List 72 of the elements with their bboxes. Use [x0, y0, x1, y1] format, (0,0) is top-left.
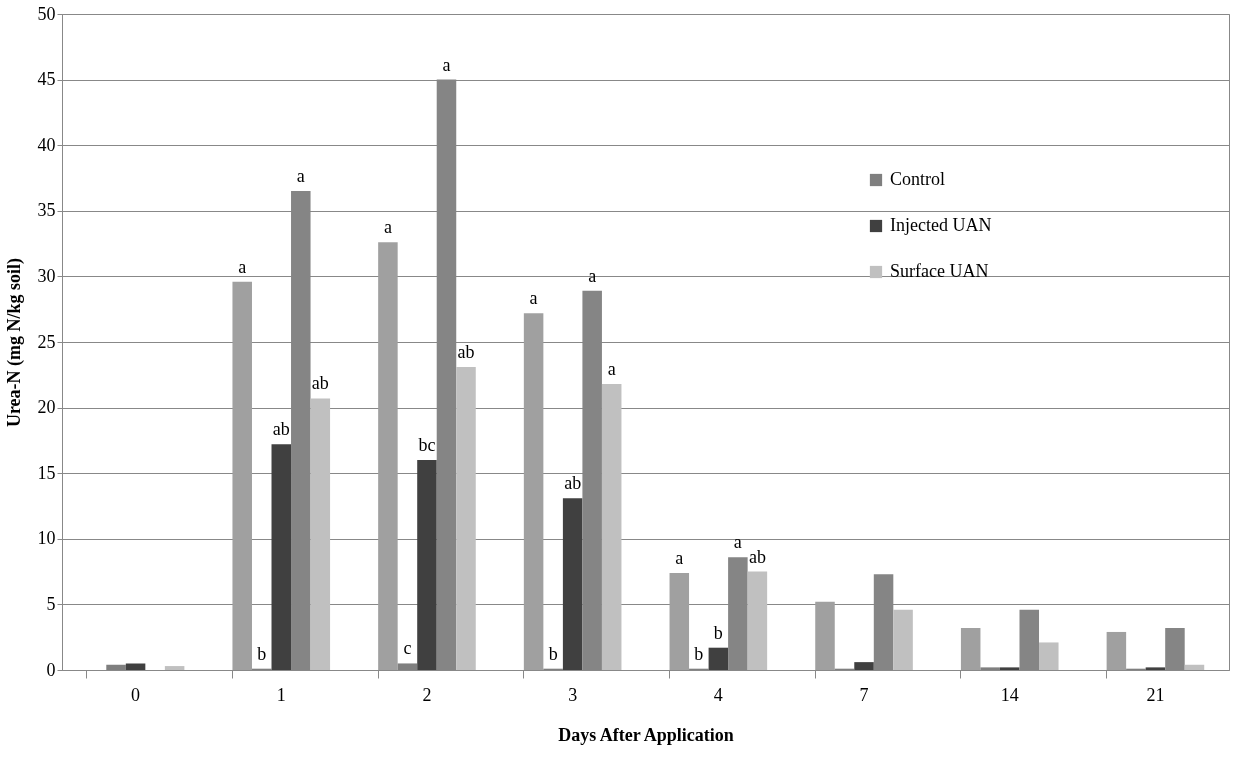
bar: [417, 460, 437, 670]
bar: [271, 444, 292, 670]
data-label: c: [403, 638, 412, 659]
bar: [106, 664, 126, 670]
bar: [164, 666, 185, 670]
legend-label: Injected UAN: [890, 215, 992, 235]
data-label: b: [713, 622, 723, 643]
bar: [747, 571, 768, 670]
bar: [1165, 628, 1185, 670]
y-tick-label: 40: [37, 134, 56, 155]
y-tick-label: 50: [37, 3, 56, 24]
bar: [854, 662, 874, 670]
data-label: ab: [311, 373, 329, 394]
bar: [815, 601, 835, 670]
bar: [1039, 642, 1059, 670]
y-tick-label: 45: [37, 69, 56, 90]
data-label: ab: [748, 546, 766, 567]
data-label: ab: [457, 341, 475, 362]
x-tick-label: 1: [276, 684, 286, 705]
y-tick-label: 5: [46, 593, 56, 614]
data-label: ab: [564, 473, 582, 494]
data-label: a: [442, 54, 451, 75]
y-tick-label: 15: [37, 462, 56, 483]
y-tick-label: 30: [37, 265, 56, 286]
data-label: a: [607, 358, 616, 379]
data-label: a: [588, 265, 597, 286]
data-label: a: [238, 256, 247, 277]
bar: [378, 242, 398, 670]
bar: [960, 628, 981, 670]
bar: [669, 572, 690, 670]
data-label: bc: [418, 435, 436, 456]
x-axis-title: Days After Application: [558, 724, 734, 745]
bar: [601, 383, 622, 670]
data-label: a: [383, 217, 392, 238]
data-label: a: [733, 532, 742, 553]
data-label: b: [548, 643, 558, 664]
y-axis-title: Urea-N (mg N/kg soil): [3, 257, 25, 428]
data-label: ab: [272, 419, 290, 440]
data-label: a: [296, 166, 305, 187]
x-tick-label: 14: [1000, 684, 1019, 705]
bar: [232, 281, 252, 670]
bar: [562, 498, 583, 670]
bar: [397, 663, 418, 670]
bar: [523, 313, 544, 670]
x-tick-label: 3: [568, 684, 578, 705]
bar: [456, 366, 476, 670]
y-tick-label: 0: [46, 659, 56, 680]
data-label: b: [694, 643, 704, 664]
x-tick-label: 4: [713, 684, 723, 705]
legend-label: Control: [890, 169, 946, 189]
x-tick-label: 0: [131, 684, 141, 705]
bar: [125, 663, 146, 670]
data-label: b: [257, 643, 267, 664]
bar: [999, 667, 1020, 670]
bar: [893, 609, 913, 670]
y-tick-label: 10: [37, 528, 56, 549]
legend-label: Surface UAN: [890, 261, 989, 281]
x-tick-label: 2: [422, 684, 432, 705]
y-tick-label: 20: [37, 397, 56, 418]
data-label: a: [675, 547, 684, 568]
bar: [1106, 631, 1127, 670]
bar: [310, 398, 331, 670]
bar: [980, 667, 1000, 670]
x-tick-label: 7: [859, 684, 869, 705]
bar: [708, 647, 729, 670]
bar: [1145, 667, 1166, 670]
data-label: a: [529, 288, 538, 309]
x-tick-label: 21: [1146, 684, 1165, 705]
y-tick-label: 25: [37, 331, 56, 352]
bar: [1019, 609, 1040, 670]
y-tick-label: 35: [37, 200, 56, 221]
bar: [1184, 664, 1205, 670]
